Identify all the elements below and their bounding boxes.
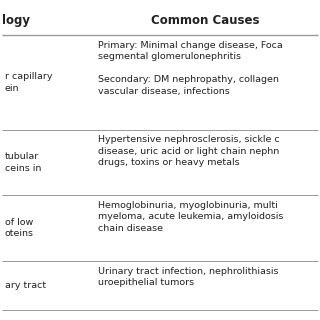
Text: Common Causes: Common Causes — [150, 14, 259, 27]
Text: Urinary tract infection, nephrolithiasis
uroepithelial tumors: Urinary tract infection, nephrolithiasis… — [98, 267, 278, 287]
Text: ary tract: ary tract — [5, 281, 46, 290]
Text: of low
oteins: of low oteins — [5, 218, 34, 238]
Text: r capillary
ein: r capillary ein — [5, 72, 52, 92]
Text: Hemoglobinuria, myoglobinuria, multi
myeloma, acute leukemia, amyloidosis
chain : Hemoglobinuria, myoglobinuria, multi mye… — [98, 201, 283, 233]
Text: Hypertensive nephrosclerosis, sickle c
disease, uric acid or light chain nephn
d: Hypertensive nephrosclerosis, sickle c d… — [98, 135, 279, 167]
Text: tubular
ceins in: tubular ceins in — [5, 152, 41, 172]
Text: logy: logy — [2, 14, 30, 27]
Text: Primary: Minimal change disease, Foca
segmental glomerulonephritis

Secondary: D: Primary: Minimal change disease, Foca se… — [98, 41, 282, 96]
